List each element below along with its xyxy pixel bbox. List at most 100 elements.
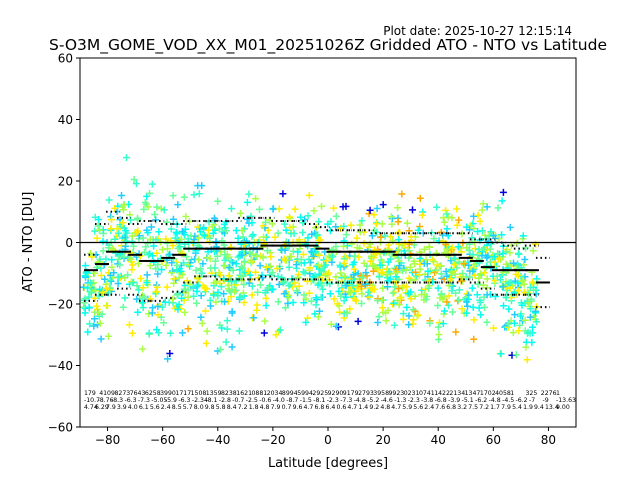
annotation-std: 1.9: [523, 404, 533, 411]
scatter-point: [119, 303, 127, 311]
scatter-point: [465, 261, 473, 269]
scatter-point: [435, 331, 443, 338]
scatter-point: [524, 328, 532, 336]
scatter-point: [287, 230, 295, 238]
scatter-point: [140, 293, 148, 301]
scatter-point: [306, 264, 314, 272]
scatter-point: [465, 246, 473, 254]
scatter-point: [245, 279, 253, 287]
annotation-mean: -6.2: [516, 397, 528, 404]
scatter-point: [282, 304, 289, 312]
scatter-point: [519, 276, 527, 284]
scatter-point: [252, 195, 260, 203]
scatter-point: [452, 328, 460, 336]
annotation-mean: -8.76: [98, 397, 114, 404]
scatter-point: [278, 246, 286, 254]
scatter-point: [138, 299, 146, 307]
scatter-point: [169, 192, 177, 200]
scatter-point: [512, 351, 520, 359]
annotation-std: 5.6: [413, 404, 423, 411]
scatter-point: [263, 247, 271, 255]
scatter-point: [92, 287, 99, 295]
scatter-point: [499, 188, 507, 196]
scatter-point: [135, 286, 143, 294]
scatter-point: [399, 315, 407, 323]
scatter-point: [405, 312, 413, 320]
scatter-point: [169, 295, 177, 303]
annotation-count: 1702: [480, 390, 496, 397]
scatter-point: [506, 249, 514, 257]
y-tick-label: 20: [58, 175, 73, 189]
scatter-point: [160, 206, 168, 214]
scatter-point: [228, 308, 236, 315]
scatter-point: [420, 259, 428, 267]
annotation-std: 7.9: [501, 404, 511, 411]
scatter-point: [519, 232, 527, 240]
scatter-point: [229, 266, 237, 274]
scatter-point: [175, 301, 183, 309]
scatter-point: [81, 309, 89, 317]
scatter-point: [365, 243, 373, 251]
scatter-point: [479, 200, 487, 208]
scatter-point: [108, 216, 115, 224]
scatter-point: [454, 243, 462, 251]
scatter-point: [186, 218, 194, 225]
scatter-point: [194, 281, 202, 289]
scatter-point: [134, 260, 142, 268]
scatter-point: [154, 302, 162, 310]
scatter-point: [470, 316, 478, 324]
scatter-point: [328, 258, 336, 266]
scatter-point: [483, 262, 491, 270]
statistics-layer: [84, 210, 550, 309]
scatter-point: [95, 216, 103, 223]
scatter-point: [130, 278, 137, 286]
scatter-point: [518, 301, 526, 309]
scatter-point: [119, 219, 127, 227]
scatter-point: [332, 212, 340, 220]
scatter-point: [332, 223, 340, 231]
annotation-mean: -5.05: [151, 397, 167, 404]
scatter-point: [516, 321, 524, 329]
scatter-point: [161, 298, 169, 306]
scatter-point: [375, 272, 383, 280]
scatter-point: [144, 229, 152, 237]
scatter-point: [198, 269, 206, 277]
scatter-point: [87, 279, 95, 287]
scatter-point: [148, 180, 156, 188]
scatter-point: [379, 201, 387, 209]
scatter-point: [167, 225, 175, 233]
annotation-std: 1.7: [490, 404, 500, 411]
scatter-point: [286, 253, 294, 260]
scatter-point: [130, 242, 138, 250]
scatter-point: [99, 237, 107, 245]
scatter-point: [497, 350, 505, 358]
scatter-point: [81, 262, 89, 270]
annotation-std: 8.5: [172, 404, 182, 411]
scatter-point: [387, 213, 395, 221]
scatter-point: [163, 283, 171, 291]
scatter-point: [180, 193, 188, 201]
scatter-point: [447, 257, 455, 265]
scatter-point: [440, 214, 447, 222]
annotation-std: 9.00: [556, 404, 570, 411]
scatter-point: [315, 251, 323, 259]
annotation-count: 1621: [236, 390, 252, 397]
scatter-point: [370, 227, 378, 234]
scatter-point: [184, 261, 192, 269]
scatter-point: [93, 302, 101, 310]
scatter-point: [483, 254, 491, 262]
scatter-point: [491, 277, 499, 285]
scatter-point: [396, 262, 404, 270]
scatter-point: [269, 269, 277, 277]
scatter-point: [87, 289, 95, 297]
scatter-point: [158, 266, 165, 274]
scatter-point: [360, 239, 368, 247]
scatter-point: [381, 232, 389, 240]
scatter-point: [314, 261, 322, 269]
scatter-point: [197, 313, 205, 321]
scatter-point: [194, 274, 202, 282]
scatter-point: [373, 205, 381, 212]
scatter-point: [374, 297, 382, 305]
annotation-count: 2134: [449, 390, 465, 397]
scatter-point: [166, 350, 174, 357]
